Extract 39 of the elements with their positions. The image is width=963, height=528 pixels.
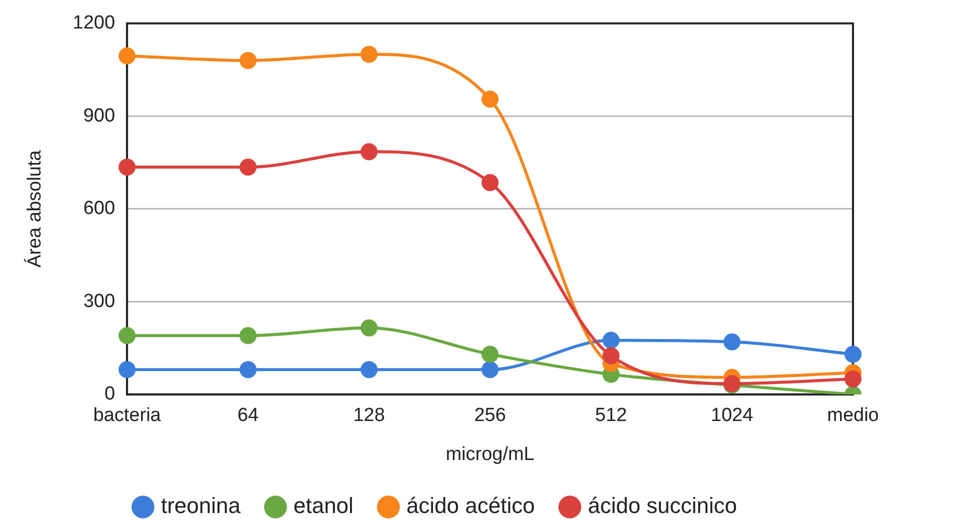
point (482, 361, 499, 378)
y-tick-label: 0 (104, 384, 116, 405)
legend-label: ácido succinico (588, 493, 738, 518)
legend-label: etanol (293, 493, 354, 518)
x-tick-label: 512 (595, 405, 627, 426)
point (118, 158, 136, 176)
x-axis-title: microg/mL (446, 444, 534, 465)
legend-label: treonina (160, 493, 242, 518)
point (240, 158, 257, 176)
point (360, 361, 378, 378)
y-axis-title: Área absoluta (24, 150, 46, 268)
point (118, 327, 136, 344)
point (724, 333, 741, 350)
point (482, 346, 499, 363)
point (844, 370, 862, 388)
y-tick-label: 600 (83, 198, 116, 220)
point (118, 47, 136, 64)
point (482, 174, 499, 192)
x-tick-label: 64 (237, 405, 260, 426)
point (118, 361, 136, 378)
legend-label: ácido acético (406, 493, 535, 518)
point (360, 319, 378, 336)
x-tick-label: medio (827, 405, 879, 426)
x-tick-label: 256 (474, 405, 506, 426)
point (240, 361, 257, 378)
point (602, 347, 620, 364)
point (602, 332, 620, 349)
y-tick-label: 1200 (72, 12, 116, 34)
y-tick-label: 900 (83, 105, 116, 126)
point (360, 46, 378, 63)
point (360, 143, 378, 160)
point (240, 327, 257, 344)
x-tick-label: 1024 (710, 405, 754, 426)
point (240, 52, 257, 69)
point (844, 346, 862, 363)
y-tick-label: 300 (83, 290, 116, 312)
x-tick-label: bacteria (93, 405, 162, 426)
point (482, 90, 499, 108)
x-tick-label: 128 (353, 405, 385, 426)
